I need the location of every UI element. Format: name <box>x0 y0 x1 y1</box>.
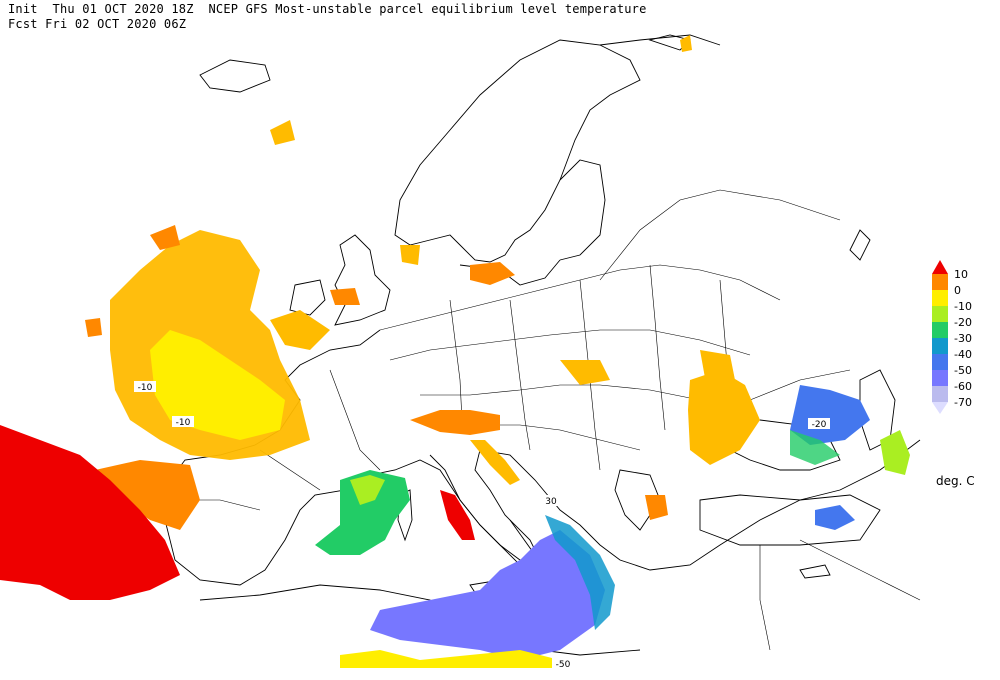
legend-labels: 10 0 -10 -20 -30 -40 -50 -60 -70 <box>954 268 972 409</box>
region-med-blue <box>545 515 615 630</box>
region-north-patch-3 <box>470 262 515 285</box>
forecast-title: Fcst Fri 02 OCT 2020 06Z <box>8 17 187 31</box>
init-title: Init Thu 01 OCT 2020 18Z NCEP GFS Most-u… <box>8 2 647 16</box>
country-borders <box>180 189 921 651</box>
legend-label: -40 <box>954 348 972 361</box>
legend-label: -70 <box>954 396 972 409</box>
legend-swatch <box>932 386 948 402</box>
region-turkey-blue <box>815 505 855 530</box>
legend-swatch <box>932 338 948 354</box>
legend-swatch-bottom <box>932 402 948 414</box>
legend-label: -20 <box>954 316 972 329</box>
region-north-patch-10 <box>560 360 610 385</box>
contour-label: -20 <box>808 418 830 430</box>
legend-label: 0 <box>954 284 961 297</box>
contour-label: -50 <box>552 658 574 670</box>
svg-text:-50: -50 <box>556 660 571 670</box>
legend-swatch <box>932 370 948 386</box>
legend-label: -50 <box>954 364 972 377</box>
legend-swatch <box>932 322 948 338</box>
region-caucasus-green <box>880 430 910 475</box>
field-shading <box>0 35 910 668</box>
units-label: deg. C <box>936 474 975 488</box>
svg-text:-10: -10 <box>176 418 191 428</box>
region-lion-yellow <box>350 475 385 505</box>
contour-labels: -10 -10 30 -20 -50 <box>134 381 830 670</box>
color-legend: 10 0 -10 -20 -30 -40 -50 -60 -70 <box>932 260 972 414</box>
legend-swatch <box>932 354 948 370</box>
region-north-patch-8 <box>85 318 102 337</box>
region-blacksea-blue <box>790 385 870 445</box>
region-north-patch-1 <box>270 120 295 145</box>
region-iberia-orange <box>95 460 200 530</box>
region-iberia-red <box>0 425 180 600</box>
region-greece-orange <box>645 495 668 520</box>
contour-label: 30 <box>542 495 560 507</box>
legend-swatch-top <box>932 260 948 274</box>
region-italy-red <box>440 490 475 540</box>
region-med-purple <box>370 530 605 660</box>
region-atlantic-minus10 <box>150 330 285 440</box>
legend-swatches <box>932 260 948 414</box>
legend-label: 10 <box>954 268 968 281</box>
region-north-patch-9 <box>270 310 330 350</box>
region-ukraine-yellow <box>688 370 760 465</box>
svg-text:-20: -20 <box>812 420 827 430</box>
region-north-patch-7 <box>150 225 180 250</box>
legend-swatch <box>932 306 948 322</box>
region-north-patch-2 <box>680 35 692 52</box>
region-north-patch-6 <box>700 350 735 380</box>
legend-swatch <box>932 274 948 290</box>
region-north-patch-4 <box>330 288 360 305</box>
svg-text:30: 30 <box>545 497 557 507</box>
legend-label: -30 <box>954 332 972 345</box>
region-lion-green <box>315 470 410 555</box>
legend-label: -60 <box>954 380 972 393</box>
europe-map: -10 -10 30 -20 -50 <box>0 34 921 670</box>
legend-swatch <box>932 290 948 306</box>
legend-label: -10 <box>954 300 972 313</box>
contour-label: -10 <box>134 381 156 393</box>
region-adriatic-orange <box>470 440 520 485</box>
contour-label: -10 <box>172 416 194 428</box>
region-med-yellow <box>340 650 560 668</box>
region-alps-orange <box>410 410 500 435</box>
region-north-patch-5 <box>400 245 420 265</box>
region-blacksea-green <box>790 430 840 465</box>
svg-text:-10: -10 <box>138 383 153 393</box>
